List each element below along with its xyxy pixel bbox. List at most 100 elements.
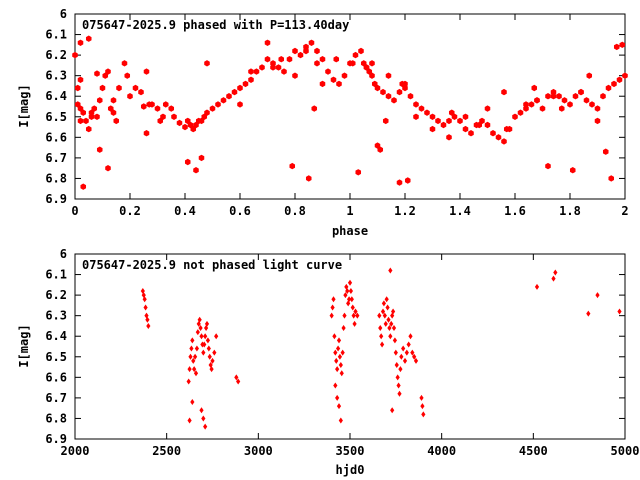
phased-x-tick-label: 1.4 [449, 204, 471, 218]
phased-data-point [451, 113, 458, 120]
phased-data-point [545, 162, 551, 170]
unphased-data-point [396, 382, 401, 389]
phased-data-point [360, 60, 367, 67]
unphased-data-point [419, 394, 424, 401]
phased-data-point [187, 121, 194, 129]
phased-data-point [77, 76, 84, 83]
unphased-data-point [194, 345, 200, 352]
phased-data-point [358, 47, 364, 55]
unphased-data-point [209, 366, 214, 373]
phased-data-point [204, 109, 210, 116]
unphased-data-point [330, 304, 335, 311]
phased-data-point [94, 113, 100, 120]
unphased-data-point [402, 357, 408, 364]
phased-data-point [446, 117, 452, 125]
unphased-data-point [382, 312, 387, 319]
unphased-data-point [352, 320, 357, 327]
unphased-data-point [329, 312, 334, 319]
phased-data-point [314, 47, 320, 55]
phased-data-point [132, 84, 139, 92]
phased-data-point [80, 183, 87, 190]
phased-data-point [77, 105, 84, 112]
unphased-data-point [390, 308, 396, 315]
unphased-y-tick-label: 6.7 [45, 391, 67, 405]
unphased-y-tick-label: 6.6 [45, 370, 67, 384]
phased-data-point [556, 93, 562, 100]
phased-y-tick-label: 6.6 [45, 130, 67, 144]
unphased-data-point [384, 296, 389, 303]
unphased-data-point [203, 333, 208, 340]
phased-data-point [457, 117, 463, 125]
unphased-x-tick-label: 4500 [519, 444, 548, 458]
unphased-data-point [206, 345, 211, 352]
phased-data-point [534, 97, 540, 104]
phased-data-point [176, 119, 183, 127]
phased-data-point [330, 76, 337, 83]
unphased-data-point [188, 353, 193, 360]
phased-data-point [242, 80, 249, 88]
phased-data-point [110, 97, 117, 104]
phased-data-point [270, 64, 276, 71]
unphased-data-point [143, 304, 148, 311]
phased-light-curve-chart: 0 0.2 0.4 0.6 0.8 1 1.2 1.4 1.6 1.8 2 6 6.1 6.2 6.3 6.4… [17, 7, 629, 238]
phased-data-point [198, 117, 205, 125]
phased-data-point [616, 76, 623, 83]
phased-data-point [594, 105, 601, 112]
phased-data-point [446, 134, 452, 141]
phased-data-point [528, 101, 535, 108]
phased-data-point [396, 88, 403, 96]
phased-data-point [74, 101, 81, 108]
unphased-data-point [355, 312, 360, 319]
unphased-y-tick-label: 6.8 [45, 411, 67, 425]
phased-data-point [355, 169, 362, 176]
phased-data-point [160, 113, 166, 120]
unphased-data-point [339, 370, 344, 377]
phased-data-point [237, 84, 243, 92]
unphased-y-tick-label: 6.9 [45, 432, 67, 446]
unphased-data-point [146, 322, 151, 329]
unphased-data-point [408, 333, 413, 340]
phased-data-point [184, 117, 191, 125]
phased-data-point [558, 105, 565, 112]
unphased-data-point [349, 296, 354, 303]
unphased-x-tick-label: 3500 [336, 444, 365, 458]
phased-data-point [88, 109, 95, 116]
unphased-data-point [346, 300, 351, 307]
unphased-x-tick-label: 4000 [427, 444, 456, 458]
phased-data-point [578, 88, 584, 96]
unphased-y-tick-label: 6.1 [45, 268, 67, 282]
phased-data-point [550, 93, 557, 100]
unphased-data-point [345, 288, 350, 294]
unphased-data-point [350, 304, 355, 311]
unphased-data-point [203, 423, 208, 430]
phased-data-point [341, 72, 348, 79]
phased-data-point [429, 125, 436, 133]
phased-x-tick-label: 0 [71, 204, 78, 218]
unphased-y-tick-label: 6.4 [45, 329, 67, 343]
phased-data-point [311, 105, 318, 112]
phased-data-point [143, 68, 150, 75]
phased-data-point [352, 51, 359, 59]
unphased-data-point [377, 312, 382, 319]
phased-data-point [253, 68, 260, 75]
unphased-data-point [393, 349, 398, 356]
phased-data-point [286, 56, 293, 63]
phased-data-point [424, 109, 430, 116]
phased-data-point [215, 101, 221, 108]
phased-data-point [523, 105, 529, 112]
phased-data-point [270, 60, 276, 67]
phased-data-point [74, 84, 81, 92]
unphased-data-point [207, 353, 212, 360]
unphased-data-point [145, 316, 150, 323]
phased-y-tick-label: 6.7 [45, 151, 67, 165]
unphased-data-point [412, 353, 417, 360]
phased-data-point [396, 179, 403, 186]
phased-data-point [503, 125, 510, 133]
phased-data-point [495, 134, 502, 141]
unphased-data-point [201, 415, 206, 422]
unphased-data-point [236, 378, 241, 385]
unphased-data-point [406, 341, 411, 348]
unphased-data-point [202, 341, 207, 348]
phased-data-point [429, 113, 436, 120]
